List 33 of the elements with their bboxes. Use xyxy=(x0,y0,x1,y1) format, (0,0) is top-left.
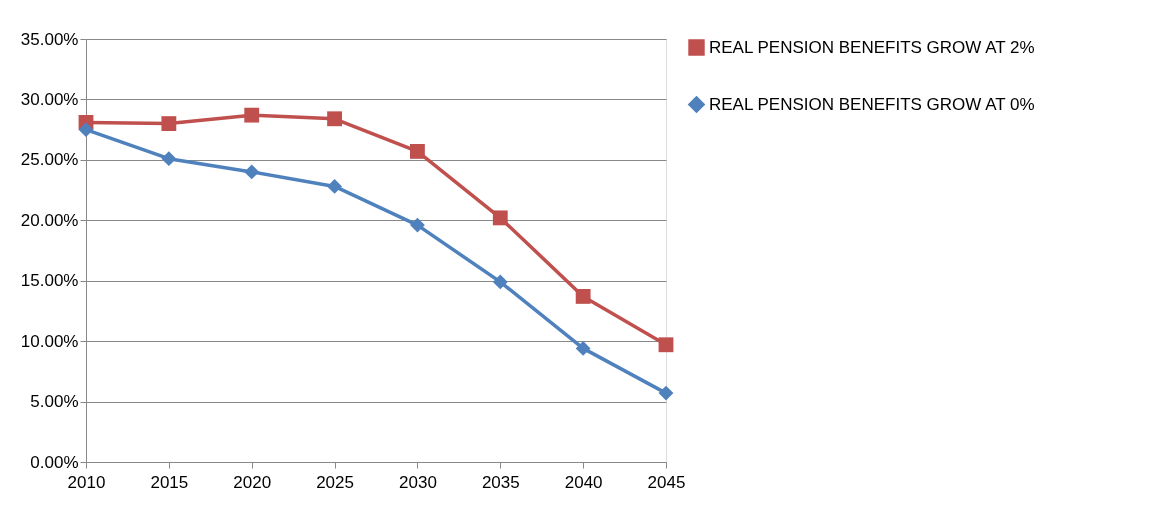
point xyxy=(492,274,508,290)
point xyxy=(327,179,342,194)
y-tick-label: 10.00% xyxy=(20,331,79,351)
point xyxy=(410,217,425,233)
legend-label: REAL PENSION BENEFITS GROW AT 0% xyxy=(709,94,1035,114)
y-tick-label: 35.00% xyxy=(20,29,79,49)
point xyxy=(492,210,508,226)
point xyxy=(658,385,674,401)
x-tick-label: 2040 xyxy=(564,472,603,492)
x-tick-label: 2015 xyxy=(150,472,189,492)
point xyxy=(244,107,260,123)
x-tick-label: 2030 xyxy=(399,472,437,492)
point xyxy=(658,337,674,353)
legend-label: REAL PENSION BENEFITS GROW AT 2% xyxy=(709,37,1035,57)
point xyxy=(161,151,177,167)
point xyxy=(575,289,591,304)
x-tick-label: 2035 xyxy=(481,472,520,492)
x-tick-label: 2045 xyxy=(647,472,686,492)
point xyxy=(244,164,260,180)
y-tick-label: 0.00% xyxy=(30,452,79,472)
y-tick-label: 15.00% xyxy=(20,271,79,291)
y-tick-label: 25.00% xyxy=(20,150,79,170)
point xyxy=(410,143,425,159)
y-tick-label: 20.00% xyxy=(20,210,79,230)
x-tick-label: 2025 xyxy=(316,472,354,492)
x-tick-label: 2010 xyxy=(67,472,106,492)
x-tick-label: 2020 xyxy=(233,472,272,492)
point xyxy=(575,340,591,356)
point xyxy=(78,122,94,138)
y-tick-label: 30.00% xyxy=(20,89,79,109)
point xyxy=(327,111,342,127)
point xyxy=(161,116,177,132)
y-tick-label: 5.00% xyxy=(30,392,79,412)
